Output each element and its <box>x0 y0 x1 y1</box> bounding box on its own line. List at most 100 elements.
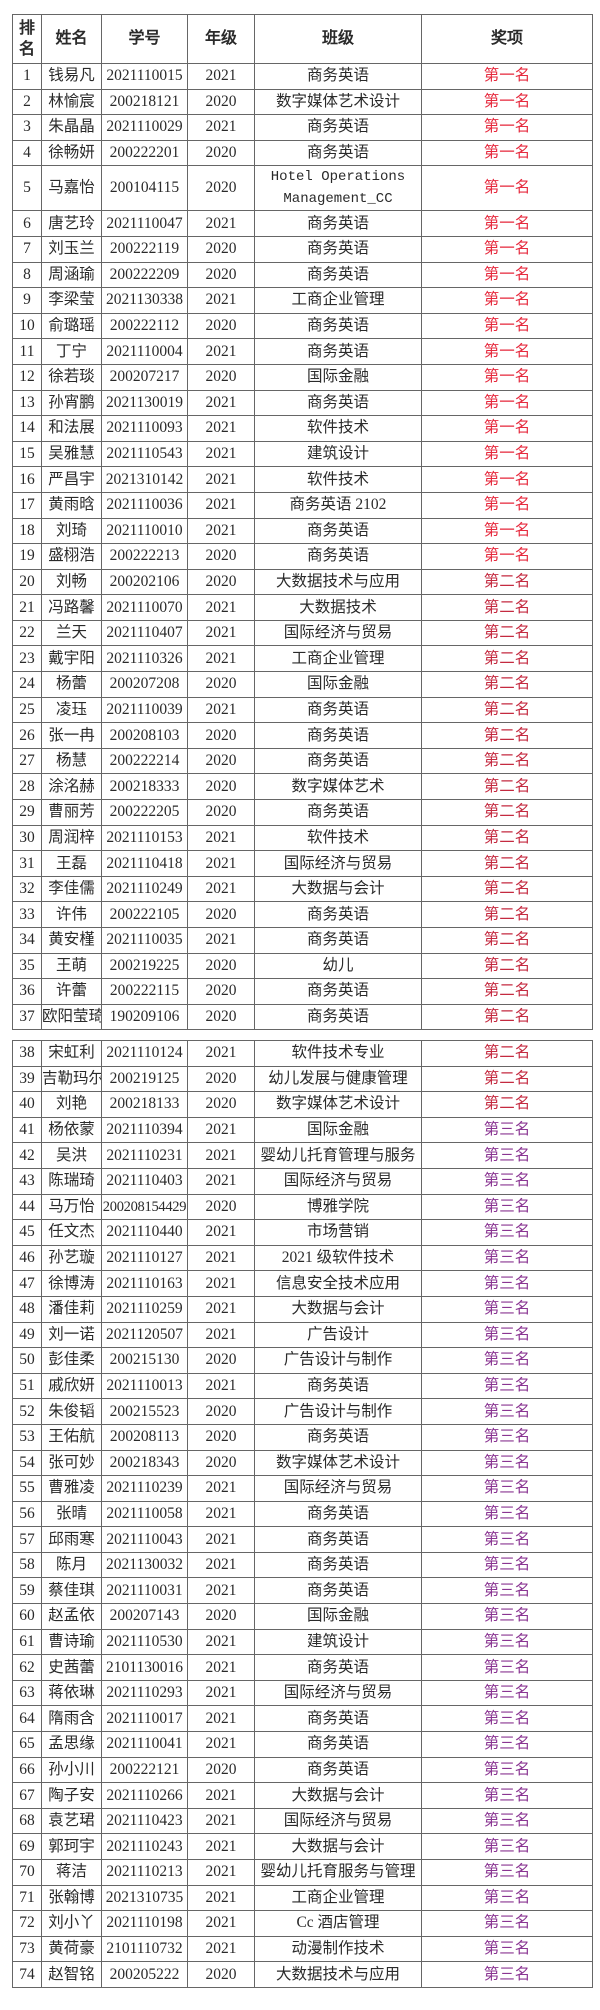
rank-cell: 29 <box>12 799 42 826</box>
class-cell: 商务英语 <box>254 543 422 570</box>
table-row: 24 杨蕾 200207208 2020 国际金融 第二名 <box>12 671 593 698</box>
table-row: 54 张可妙 200218343 2020 数字媒体艺术设计 第三名 <box>12 1449 593 1477</box>
table-row: 37 欧阳莹琦 190209106 2020 商务英语 第二名 <box>12 1003 593 1031</box>
rank-cell: 9 <box>12 287 42 314</box>
rank-cell: 2 <box>12 88 42 116</box>
table-row: 3 朱晶晶 2021110029 2021 商务英语 第一名 <box>12 114 593 141</box>
class-cell: 国际金融 <box>254 363 422 391</box>
grade-cell: 2020 <box>187 1423 255 1451</box>
grade-cell: 2021 <box>187 594 255 621</box>
table-row: 72 刘小丫 2021110198 2021 Cc 酒店管理 第三名 <box>12 1910 593 1937</box>
grade-cell: 2020 <box>187 901 255 928</box>
table-row: 8 周涵瑜 200222209 2020 商务英语 第一名 <box>12 261 593 289</box>
grade-cell: 2021 <box>187 1475 255 1502</box>
grade-cell: 2021 <box>187 1910 255 1937</box>
table-row: 65 孟思缘 2021110041 2021 商务英语 第三名 <box>12 1731 593 1758</box>
student-id-cell: 200222112 <box>101 312 188 340</box>
award-cell: 第一名 <box>421 210 593 237</box>
name-cell: 马嘉怡 <box>41 165 102 212</box>
rank-cell: 66 <box>12 1756 42 1784</box>
rank-cell: 20 <box>12 568 42 596</box>
grade-cell: 2021 <box>187 1782 255 1809</box>
student-id-cell: 200222115 <box>101 978 188 1005</box>
student-id-cell: 2021110239 <box>101 1475 188 1502</box>
class-cell: 数字媒体艺术设计 <box>254 88 422 116</box>
grade-cell: 2021 <box>187 338 255 365</box>
grade-cell: 2021 <box>187 1577 255 1605</box>
name-cell: 蔡佳琪 <box>41 1577 102 1605</box>
rank-cell: 26 <box>12 722 42 749</box>
name-cell: 涂洺赫 <box>41 773 102 801</box>
table-row: 26 张一冉 200208103 2020 商务英语 第二名 <box>12 722 593 749</box>
table-row: 60 赵孟依 200207143 2020 国际金融 第三名 <box>12 1603 593 1630</box>
student-id-cell: 200222205 <box>101 799 188 826</box>
name-cell: 刘畅 <box>41 568 102 596</box>
class-cell: 软件技术 <box>254 824 422 852</box>
award-cell: 第二名 <box>421 978 593 1005</box>
award-cell: 第三名 <box>421 1270 593 1297</box>
class-cell: 商务英语 <box>254 1654 422 1681</box>
table-row: 45 任文杰 2021110440 2021 市场营销 第三名 <box>12 1219 593 1246</box>
table-row: 14 和法展 2021110093 2021 软件技术 第一名 <box>12 415 593 442</box>
ranking-table-part-2: 38 宋虹利 2021110124 2021 软件技术专业 第二名 39 吉勒玛尔 200219… <box>12 1040 593 1988</box>
name-cell: 孙宵鹏 <box>41 389 102 417</box>
class-cell: 商务英语 <box>254 927 422 954</box>
award-cell: 第一名 <box>421 287 593 314</box>
name-cell: 戚欣妍 <box>41 1372 102 1400</box>
grade-cell: 2020 <box>187 312 255 340</box>
table-row: 22 兰天 2021110407 2021 国际经济与贸易 第二名 <box>12 619 593 647</box>
grade-cell: 2021 <box>187 1551 255 1579</box>
student-id-cell: 2021130032 <box>101 1551 188 1579</box>
name-cell: 彭佳柔 <box>41 1347 102 1374</box>
name-cell: 赵智铭 <box>41 1961 102 1988</box>
name-cell: 盛栩浩 <box>41 543 102 570</box>
table-row: 20 刘畅 200202106 2020 大数据技术与应用 第二名 <box>12 568 593 596</box>
award-cell: 第一名 <box>421 415 593 442</box>
name-cell: 宋虹利 <box>41 1040 102 1067</box>
header-rank: 排名 <box>12 14 42 64</box>
name-cell: 赵孟依 <box>41 1603 102 1630</box>
award-cell: 第三名 <box>421 1475 593 1502</box>
table-row: 21 冯路馨 2021110070 2021 大数据技术 第二名 <box>12 594 593 621</box>
table-row: 46 孙艺璇 2021110127 2021 2021 级软件技术 第三名 <box>12 1244 593 1272</box>
grade-cell: 2021 <box>187 1116 255 1144</box>
table-row: 32 李佳儒 2021110249 2021 大数据与会计 第二名 <box>12 875 593 903</box>
student-id-cell: 2021110004 <box>101 338 188 365</box>
rank-cell: 43 <box>12 1167 42 1195</box>
grade-cell: 2021 <box>187 415 255 442</box>
table-row: 30 周润梓 2021110153 2021 软件技术 第二名 <box>12 824 593 852</box>
table-row: 13 孙宵鹏 2021130019 2021 商务英语 第一名 <box>12 389 593 417</box>
grade-cell: 2020 <box>187 1756 255 1784</box>
award-cell: 第一名 <box>421 338 593 365</box>
award-cell: 第二名 <box>421 1040 593 1067</box>
student-id-cell: 2101130016 <box>101 1654 188 1681</box>
class-cell: 商务英语 <box>254 517 422 545</box>
name-cell: 陶子安 <box>41 1782 102 1809</box>
class-cell: 广告设计 <box>254 1321 422 1349</box>
student-id-cell: 2021310735 <box>101 1884 188 1912</box>
rank-cell: 17 <box>12 491 42 519</box>
grade-cell: 2020 <box>187 139 255 167</box>
name-cell: 孙艺璇 <box>41 1244 102 1272</box>
class-cell: 国际经济与贸易 <box>254 619 422 647</box>
student-id-cell: 2021110041 <box>101 1731 188 1758</box>
grade-cell: 2021 <box>187 1372 255 1400</box>
name-cell: 李佳儒 <box>41 875 102 903</box>
award-cell: 第三名 <box>421 1295 593 1323</box>
table-row: 69 郭珂宇 2021110243 2021 大数据与会计 第三名 <box>12 1833 593 1860</box>
rank-cell: 4 <box>12 139 42 167</box>
table-row: 39 吉勒玛尔 200219125 2020 幼儿发展与健康管理 第二名 <box>12 1065 593 1093</box>
name-cell: 王佑航 <box>41 1423 102 1451</box>
name-cell: 杨慧 <box>41 747 102 775</box>
grade-cell: 2021 <box>187 491 255 519</box>
award-cell: 第二名 <box>421 850 593 877</box>
grade-cell: 2021 <box>187 696 255 724</box>
grade-cell: 2021 <box>187 1526 255 1553</box>
grade-cell: 2020 <box>187 773 255 801</box>
grade-cell: 2021 <box>187 1833 255 1860</box>
grade-cell: 2021 <box>187 1654 255 1681</box>
student-id-cell: 200219125 <box>101 1065 188 1093</box>
name-cell: 马万怡 <box>41 1193 102 1221</box>
rank-cell: 47 <box>12 1270 42 1297</box>
grade-cell: 2020 <box>187 165 255 212</box>
